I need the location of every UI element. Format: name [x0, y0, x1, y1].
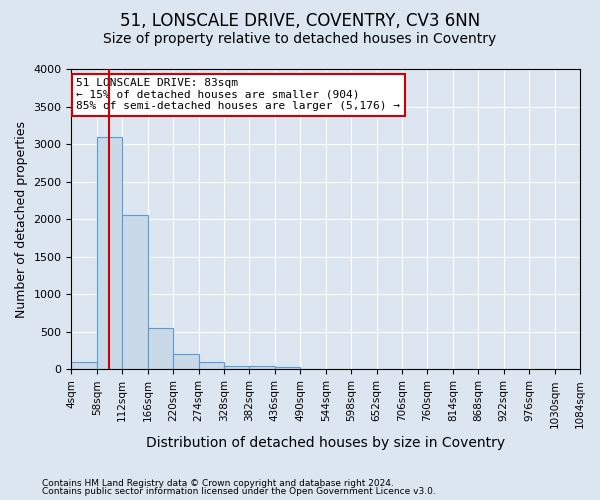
Text: Contains public sector information licensed under the Open Government Licence v3: Contains public sector information licen… [42, 487, 436, 496]
Text: Size of property relative to detached houses in Coventry: Size of property relative to detached ho… [103, 32, 497, 46]
Bar [71, 362, 97, 370]
X-axis label: Distribution of detached houses by size in Coventry: Distribution of detached houses by size … [146, 436, 505, 450]
Bar [224, 366, 250, 370]
Bar [173, 354, 199, 370]
Text: 51, LONSCALE DRIVE, COVENTRY, CV3 6NN: 51, LONSCALE DRIVE, COVENTRY, CV3 6NN [120, 12, 480, 30]
Bar [199, 362, 224, 370]
Y-axis label: Number of detached properties: Number of detached properties [15, 120, 28, 318]
Text: Contains HM Land Registry data © Crown copyright and database right 2024.: Contains HM Land Registry data © Crown c… [42, 478, 394, 488]
Text: 51 LONSCALE DRIVE: 83sqm
← 15% of detached houses are smaller (904)
85% of semi-: 51 LONSCALE DRIVE: 83sqm ← 15% of detach… [76, 78, 400, 111]
Bar [148, 328, 173, 370]
Bar [250, 366, 275, 370]
Bar [97, 136, 122, 370]
Bar [275, 368, 300, 370]
Bar [122, 216, 148, 370]
